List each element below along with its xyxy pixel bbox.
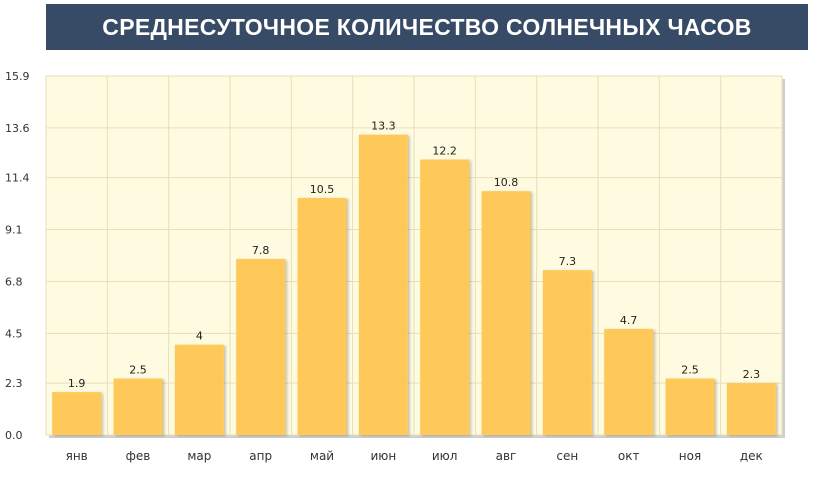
bottom-strip [0,470,815,486]
data-label-апр: 7.8 [252,244,270,257]
bar-июн [358,134,408,435]
y-tick-label: 15.9 [5,70,30,83]
data-label-июн: 13.3 [371,120,396,133]
chart-title-bar: СРЕДНЕСУТОЧНОЕ КОЛИЧЕСТВО СОЛНЕЧНЫХ ЧАСО… [46,4,808,50]
bar-окт [604,328,654,435]
grid-lines [45,75,783,436]
x-tick-label-ноя: ноя [679,449,701,463]
bar-ноя [665,378,715,435]
x-tick-label-фев: фев [126,449,151,463]
data-label-авг: 10.8 [494,176,519,189]
data-label-дек: 2.3 [743,368,761,381]
x-tick-label-окт: окт [618,449,640,463]
data-label-фев: 2.5 [129,364,147,377]
bar-сен [542,270,592,435]
x-tick-label-апр: апр [249,449,272,463]
x-tick-label-июл: июл [432,449,458,463]
x-tick-label-сен: сен [556,449,578,463]
y-tick-label: 4.5 [5,327,23,340]
x-axis-labels: янв фев мар апр май июн июл авг сен окт ноя дек [66,449,763,463]
bar-апр [236,258,286,435]
y-tick-label: 9.1 [5,224,23,237]
data-label-июл: 12.2 [432,145,457,158]
data-label-май: 10.5 [310,183,335,196]
bar-мар [174,344,224,435]
bar-дек [726,383,776,435]
data-label-янв: 1.9 [68,377,86,390]
y-tick-label: 13.6 [5,122,30,135]
chart-title: СРЕДНЕСУТОЧНОЕ КОЛИЧЕСТВО СОЛНЕЧНЫХ ЧАСО… [102,13,752,40]
data-label-мар: 4 [196,330,203,343]
bar-фев [113,378,163,435]
data-label-сен: 7.3 [559,255,577,268]
y-tick-label: 0.0 [5,429,23,442]
x-tick-label-авг: авг [496,449,517,463]
y-tick-label: 2.3 [5,377,23,390]
bars: 1.9 2.5 4 7.8 10.5 13.3 12.2 10.8 7.3 4.7 2.5 2.3 [52,120,776,435]
y-tick-label: 11.4 [5,172,30,185]
bar-янв [52,392,102,435]
x-tick-label-дек: дек [740,449,763,463]
y-tick-label: 6.8 [5,275,23,288]
x-tick-label-мар: мар [187,449,211,463]
data-label-окт: 4.7 [620,314,638,327]
x-tick-label-июн: июн [370,449,396,463]
x-tick-label-май: май [310,449,334,463]
bar-июл [420,159,470,435]
bar-май [297,197,347,435]
y-axis-ticks: 0.0 2.3 4.5 6.8 9.1 11.4 13.6 15.9 [5,70,30,442]
x-tick-label-янв: янв [66,449,88,463]
data-label-ноя: 2.5 [681,364,699,377]
bar-авг [481,191,531,435]
